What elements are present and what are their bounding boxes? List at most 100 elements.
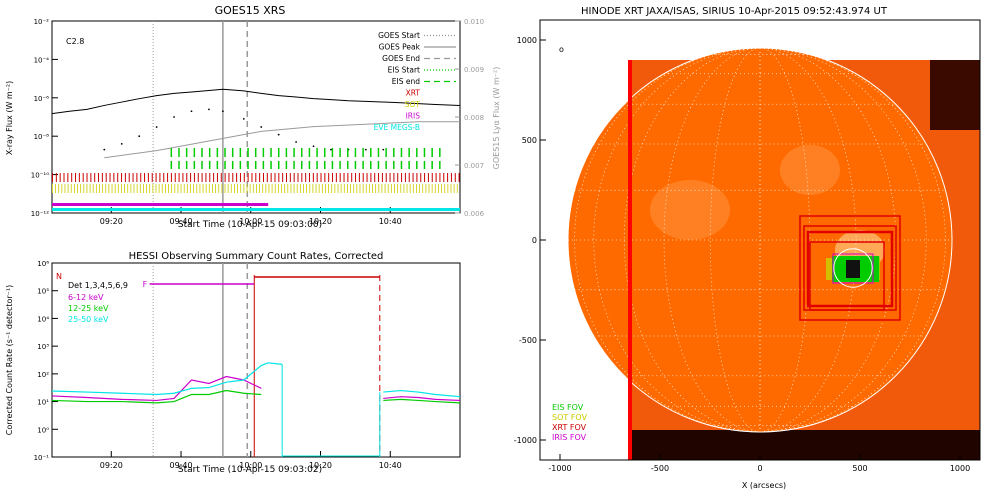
xrt-coverage-tick: [251, 173, 253, 182]
goes-legend-label: XRT: [406, 89, 421, 98]
sot-coverage-tick: [406, 184, 408, 193]
sot-coverage-tick: [218, 184, 220, 193]
sot-coverage-tick: [186, 184, 188, 193]
sot-coverage-tick: [190, 184, 191, 193]
map-marker-o: o: [559, 45, 564, 54]
xrt-coverage-tick: [128, 173, 130, 182]
eis-coverage-tick: [385, 161, 387, 169]
goes-ytick-label: 10⁻²: [34, 18, 50, 26]
eis-coverage-tick: [362, 161, 364, 169]
hessi-ytick-label: 10⁶: [37, 260, 49, 268]
sot-coverage-tick: [193, 184, 195, 193]
sot-coverage-tick: [73, 184, 75, 193]
eis-coverage-tick: [201, 161, 203, 169]
sot-coverage-tick: [180, 184, 182, 193]
xrt-coverage-tick: [132, 173, 134, 182]
sot-coverage-tick: [315, 184, 317, 193]
sot-coverage-tick: [431, 184, 433, 193]
hessi-ytick-label: 10²: [37, 371, 49, 379]
longitude-line: [759, 47, 946, 433]
sot-coverage-tick: [412, 184, 414, 193]
eis-coverage-tick: [254, 148, 257, 157]
xrt-coverage-tick: [335, 173, 337, 182]
sot-coverage-tick: [362, 184, 364, 193]
goes-short-point: [155, 126, 158, 128]
hessi-frame: [51, 262, 461, 458]
eis-coverage-tick: [439, 148, 441, 157]
goes-legend-label: EVE MEGS-B: [374, 123, 420, 132]
goes-long-line: [51, 88, 461, 115]
sot-coverage-tick: [368, 184, 370, 193]
eis-coverage-tick: [285, 161, 288, 169]
dark-corner-top: [930, 60, 980, 130]
sot-coverage-tick: [337, 184, 339, 193]
sot-coverage-tick: [265, 184, 267, 193]
xrt-coverage-tick: [362, 173, 364, 182]
sot-coverage-tick: [227, 184, 229, 193]
bright-region: [650, 180, 730, 240]
map-xtick-label: 1000: [950, 464, 970, 473]
xrt-coverage-tick: [270, 173, 272, 182]
hessi-plot-area: 10⁶ 10⁵ 10⁴ 10³ 10² 10¹ 10⁰ 10⁻¹ 09:20 09:40 10:00…: [34, 260, 461, 470]
xrt-coverage-tick: [458, 173, 460, 182]
goes-short-point: [330, 148, 332, 151]
hessi-legend-label: 6-12 keV: [68, 293, 104, 302]
xrt-coverage-tick: [274, 173, 276, 182]
sot-coverage-tick: [277, 184, 279, 193]
xrt-coverage-tick: [186, 173, 188, 182]
sot-coverage-tick: [444, 184, 446, 193]
xrt-coverage-tick: [136, 173, 138, 182]
eis-coverage-tick: [308, 161, 311, 169]
sot-coverage-tick: [105, 184, 107, 193]
eis-coverage-tick: [408, 148, 410, 157]
xrt-coverage-tick: [232, 173, 234, 182]
goes-y2tick-label: 0.006: [464, 210, 485, 218]
xrt-coverage-tick: [178, 173, 180, 182]
eis-coverage-tick: [293, 161, 295, 169]
hessi-legend-label: 25-50 keV: [68, 315, 109, 324]
eis-coverage-tick: [247, 161, 249, 169]
eis-coverage-tick: [231, 161, 234, 169]
eis-coverage-tick: [285, 148, 288, 157]
sot-coverage-tick: [168, 184, 169, 193]
goes-y2tick-label: 0.009: [464, 66, 484, 74]
goes-ylabel: X-ray Flux (W m⁻²): [5, 81, 14, 156]
xrt-coverage-tick: [216, 173, 218, 182]
sot-coverage-tick: [397, 184, 399, 193]
sot-coverage-tick: [290, 184, 292, 193]
sot-coverage-tick: [117, 184, 119, 193]
eis-coverage-tick: [439, 161, 441, 169]
sot-coverage-tick: [271, 184, 273, 193]
hessi-xlabel: Start Time (10-Apr-15 09:03:02): [178, 465, 322, 475]
sot-coverage-tick: [287, 184, 289, 193]
xrt-coverage-tick: [378, 173, 380, 182]
xrt-coverage-tick: [201, 173, 203, 182]
sot-coverage-tick: [61, 184, 63, 193]
bright-region: [780, 145, 840, 195]
longitude-line: [759, 47, 857, 433]
xrt-fov-box: [806, 230, 894, 308]
eis-coverage-tick: [393, 161, 395, 169]
sot-coverage-tick: [378, 184, 380, 193]
sot-coverage-tick: [158, 184, 160, 193]
map-title: HINODE XRT JAXA/ISAS, SIRIUS 10-Apr-2015…: [581, 6, 888, 17]
eis-coverage-tick: [293, 148, 295, 157]
sot-coverage-tick: [309, 184, 311, 193]
sot-coverage-tick: [215, 184, 216, 193]
eis-coverage-tick: [393, 148, 395, 157]
xrt-fov-edge: [628, 60, 632, 460]
goes-legend-label: GOES Start: [378, 31, 420, 40]
eis-coverage-tick: [308, 148, 311, 157]
xrt-coverage-tick: [404, 173, 406, 182]
sot-coverage-tick: [325, 184, 326, 193]
sot-coverage-tick: [224, 184, 226, 193]
eis-fov-slit: [875, 256, 880, 282]
sot-coverage-tick: [252, 184, 254, 193]
sot-coverage-tick: [89, 184, 91, 193]
sot-coverage-tick: [64, 184, 66, 193]
sot-coverage-tick: [353, 184, 355, 193]
xrt-coverage-tick: [332, 173, 334, 182]
eis-coverage-tick: [431, 148, 433, 157]
eis-coverage-tick: [416, 148, 418, 157]
eis-coverage-tick: [347, 148, 349, 157]
